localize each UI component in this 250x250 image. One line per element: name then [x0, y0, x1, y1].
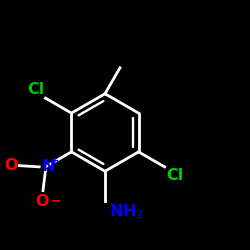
Text: Cl: Cl — [166, 168, 183, 183]
Text: NH$_2$: NH$_2$ — [109, 202, 143, 221]
Text: Cl: Cl — [27, 82, 44, 97]
Text: O: O — [35, 194, 48, 210]
Text: N: N — [41, 160, 55, 174]
Text: +: + — [50, 156, 59, 166]
Text: O: O — [4, 158, 18, 173]
Text: −: − — [51, 194, 62, 207]
